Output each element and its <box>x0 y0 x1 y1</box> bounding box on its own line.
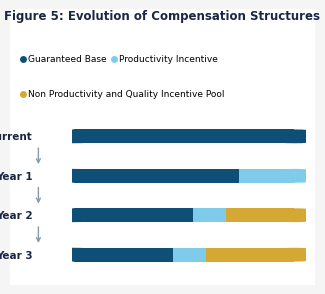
Text: Figure 5: Evolution of Compensation Structures: Figure 5: Evolution of Compensation Stru… <box>5 10 320 23</box>
Bar <box>74 248 173 262</box>
Legend: Non Productivity and Quality Incentive Pool: Non Productivity and Quality Incentive P… <box>21 90 225 99</box>
Ellipse shape <box>256 169 325 183</box>
Bar <box>226 208 294 222</box>
Ellipse shape <box>35 129 112 143</box>
Ellipse shape <box>256 248 325 262</box>
Bar <box>74 129 294 143</box>
Ellipse shape <box>256 208 325 222</box>
Bar <box>74 208 193 222</box>
Bar <box>193 208 226 222</box>
Ellipse shape <box>35 208 112 222</box>
Ellipse shape <box>35 248 112 262</box>
Bar <box>74 169 239 183</box>
Ellipse shape <box>35 169 112 183</box>
Bar <box>173 248 206 262</box>
Ellipse shape <box>256 129 325 143</box>
Bar <box>206 248 294 262</box>
Bar <box>239 169 294 183</box>
